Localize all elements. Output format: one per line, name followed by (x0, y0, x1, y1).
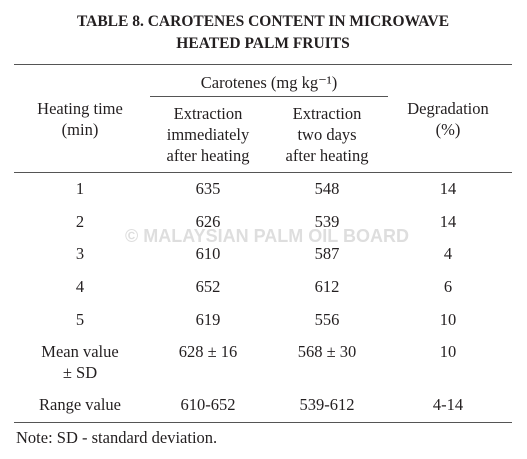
column-header: after heating (166, 146, 250, 165)
cell: 635 (195, 179, 221, 198)
cell: 610 (195, 244, 221, 263)
cell: 619 (195, 310, 221, 329)
cell: 4-14 (432, 395, 464, 414)
cell: 14 (439, 212, 457, 231)
note: Note: SD - standard deviation. (16, 428, 218, 447)
column-header: Extraction (292, 104, 362, 123)
cell: 10 (439, 310, 457, 329)
column-header: Heating time (37, 99, 123, 118)
cell: 610-652 (180, 395, 236, 414)
row-label: Mean value (41, 342, 119, 361)
table-title: HEATED PALM FRUITS (176, 35, 350, 52)
column-header: two days (297, 125, 357, 144)
table-title: TABLE 8. CAROTENES CONTENT IN MICROWAVE (76, 13, 450, 30)
top-rule (14, 64, 512, 65)
cell: 539-612 (299, 395, 355, 414)
cell: 10 (439, 342, 457, 361)
column-header: Degradation (407, 99, 489, 118)
group-rule (150, 96, 388, 97)
column-header: (min) (61, 120, 99, 139)
bottom-rule (14, 422, 512, 423)
watermark: © MALAYSIAN PALM OIL BOARD (125, 226, 409, 246)
row-label: 4 (75, 277, 85, 296)
cell: 652 (195, 277, 221, 296)
cell: 14 (439, 179, 457, 198)
column-header: (%) (435, 120, 461, 139)
row-label: 3 (75, 244, 85, 263)
header-rule (14, 172, 512, 173)
group-header: Carotenes (mg kg⁻¹) (200, 73, 338, 92)
row-label: 2 (75, 212, 85, 231)
cell: 612 (314, 277, 340, 296)
row-label: ± SD (62, 363, 98, 382)
row-label: 1 (75, 179, 85, 198)
cell: 556 (314, 310, 340, 329)
column-header: after heating (285, 146, 369, 165)
cell: 4 (443, 244, 453, 263)
cell: 587 (314, 244, 340, 263)
cell: 6 (443, 277, 453, 296)
row-label: Range value (38, 395, 122, 414)
row-label: 5 (75, 310, 85, 329)
cell: 626 (195, 212, 221, 231)
cell: 548 (314, 179, 340, 198)
column-header: Extraction (173, 104, 243, 123)
cell: 568 ± 30 (297, 342, 357, 361)
cell: 628 ± 16 (178, 342, 238, 361)
cell: 539 (314, 212, 340, 231)
column-header: immediately (166, 125, 250, 144)
